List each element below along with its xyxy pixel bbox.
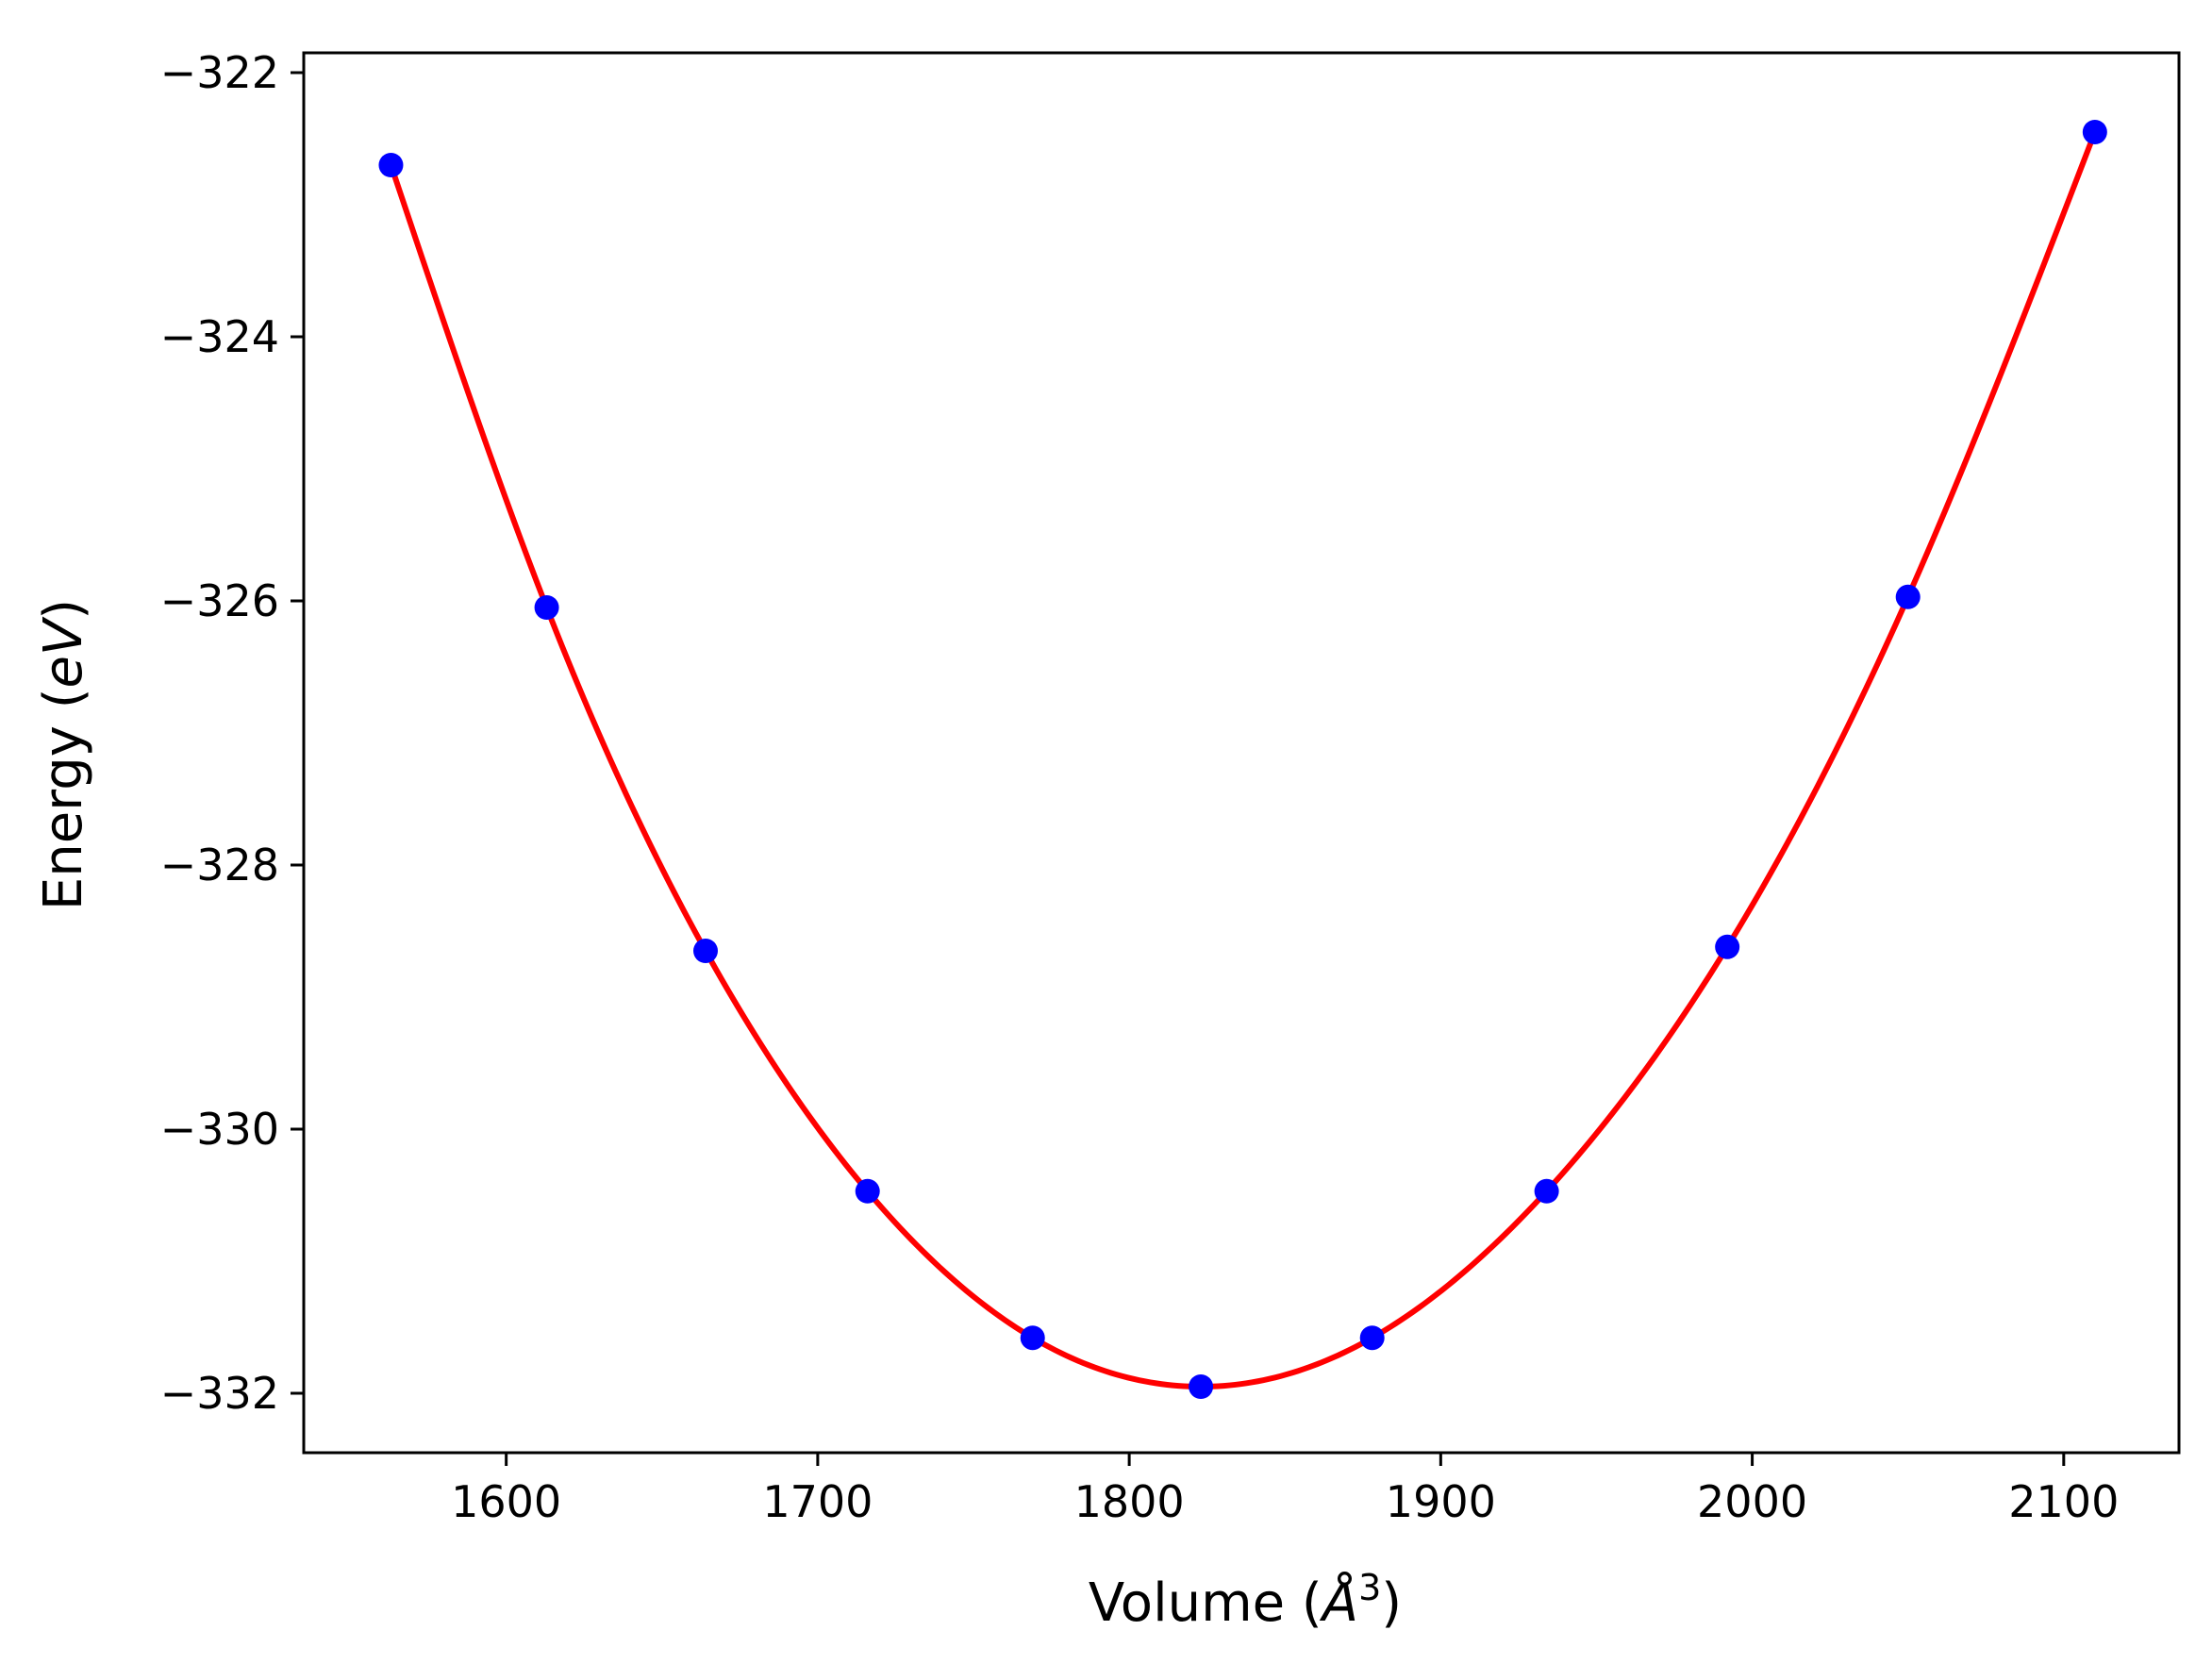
data-point [1895,584,1921,609]
y-tick-label: −332 [160,1368,279,1419]
x-tick-label: 1600 [451,1476,561,1527]
x-tick-label: 1800 [1074,1476,1185,1527]
x-axis-label-sup: 3 [1358,1567,1381,1608]
x-axis-label-prefix: Volume ( [1089,1572,1322,1634]
data-point [1715,934,1740,959]
data-point [2082,120,2107,144]
y-axis-label-prefix: Energy ( [33,688,94,910]
axes-frame [302,51,2181,1455]
data-point [1020,1325,1045,1351]
x-tick-label: 2100 [2008,1476,2119,1527]
y-tick-label: −330 [160,1104,279,1155]
y-axis-label: Energy (eV) [33,599,94,910]
data-point [534,595,559,620]
plot-area [378,120,2107,1399]
fit-curve [388,130,2098,1390]
x-axis-label: Volume (Å3) [1089,1567,1402,1634]
data-point [1359,1325,1385,1351]
x-tick-label: 2000 [1697,1476,1807,1527]
y-tick-label: −322 [160,47,279,98]
data-point [1534,1178,1559,1204]
data-point [855,1178,880,1204]
data-point [693,939,718,963]
y-axis-label-suffix: ) [33,599,94,620]
x-tick-label: 1900 [1386,1476,1496,1527]
x-axis-label-symbol: Å [1320,1572,1358,1634]
y-tick-label: −326 [160,575,279,626]
x-tick-label: 1700 [762,1476,873,1527]
x-axis-label-suffix: ) [1381,1572,1402,1634]
axes: 1600 1700 1800 1900 2000 2100 −322 −324 −326 −328… [160,47,2181,1527]
y-tick-label: −328 [160,840,279,890]
y-tick-label: −324 [160,311,279,362]
data-point [378,153,404,177]
data-point [1189,1374,1214,1399]
y-axis-label-italic: eV [33,616,94,688]
